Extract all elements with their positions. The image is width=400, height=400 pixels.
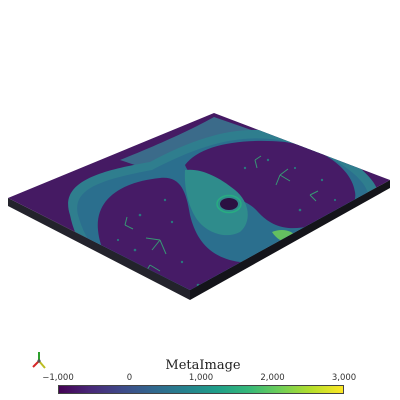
slab-side-right [190,180,390,300]
colorbar-tick-label: 2,000 [260,373,285,383]
colorbar-tick-label: 1,000 [188,373,214,383]
right-lung [185,140,356,229]
colorbar-tick-label: 3,000 [331,373,357,383]
orientation-axes-widget[interactable] [26,348,52,374]
colorbar-tick-label: 0 [126,373,133,383]
trachea [220,198,238,210]
trachea-wall [216,194,242,214]
colorbar-gradient [58,385,344,394]
slab-side-left [8,198,190,300]
colorbar-tick-label: −1,000 [42,373,74,383]
lung-speckle [116,158,337,287]
colorbar-title: MetaImage [165,358,241,373]
mediastinum [184,169,248,236]
scalar-colorbar: MetaImage −1,000 0 1,000 2,000 3,000 [42,358,358,398]
axes-origin [37,359,41,363]
